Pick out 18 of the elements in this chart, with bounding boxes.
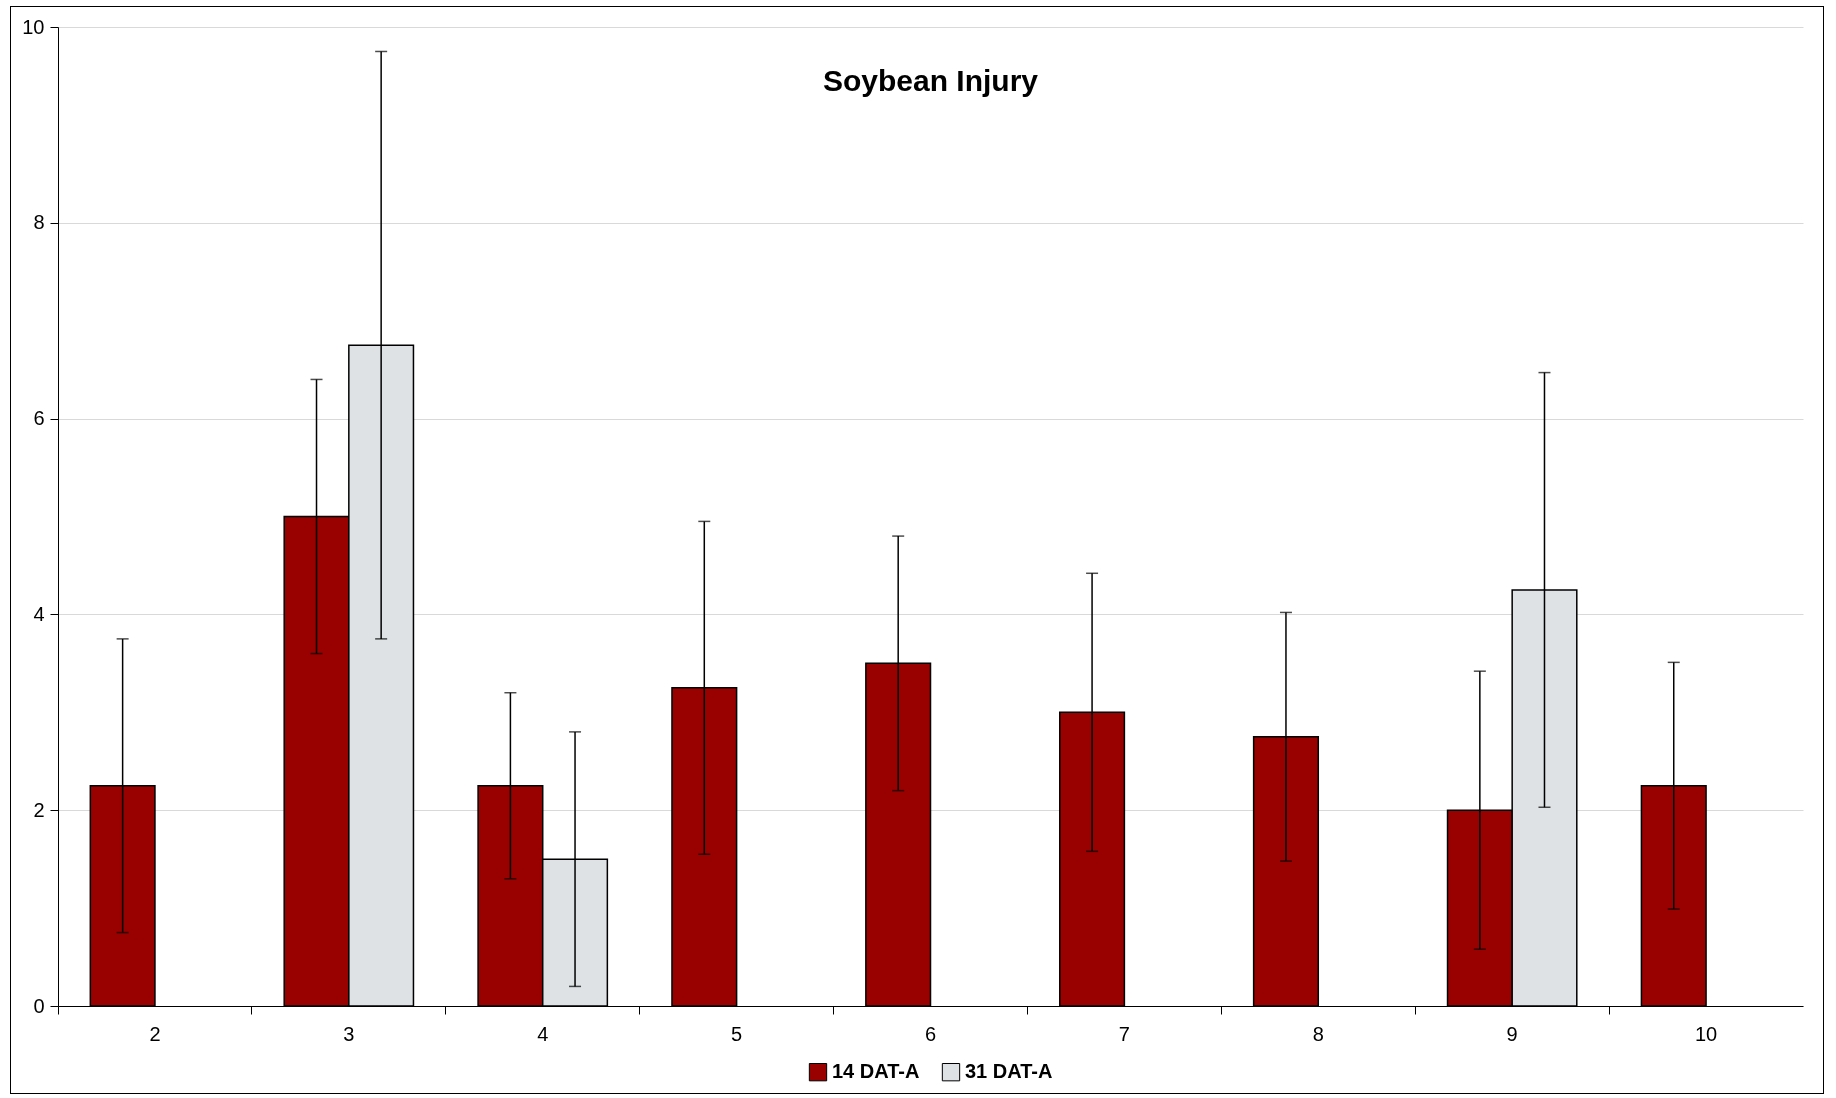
y-tick-label: 4: [33, 602, 45, 625]
x-tick-label: 9: [1506, 1022, 1518, 1045]
x-tick-label: 4: [537, 1022, 549, 1045]
y-tick-label: 8: [33, 211, 45, 234]
x-tick-label: 3: [343, 1022, 355, 1045]
x-tick-label: 10: [1694, 1022, 1718, 1045]
y-tick-label: 6: [33, 407, 45, 430]
text: Soybean Injury: [822, 64, 1039, 97]
x-tick-label: 2: [149, 1022, 161, 1045]
y-tick-label: 2: [33, 798, 45, 821]
x-tick-label: 5: [731, 1022, 743, 1045]
legend-label: 14 DAT-A: [832, 1060, 920, 1083]
x-tick-label: 6: [924, 1022, 937, 1045]
y-tick-label: 10: [22, 15, 45, 38]
legend-label: 31 DAT-A: [965, 1060, 1053, 1083]
x-tick-label: 8: [1312, 1022, 1324, 1045]
y-tick-label: 0: [33, 994, 45, 1017]
x-tick-label: 7: [1118, 1022, 1130, 1045]
